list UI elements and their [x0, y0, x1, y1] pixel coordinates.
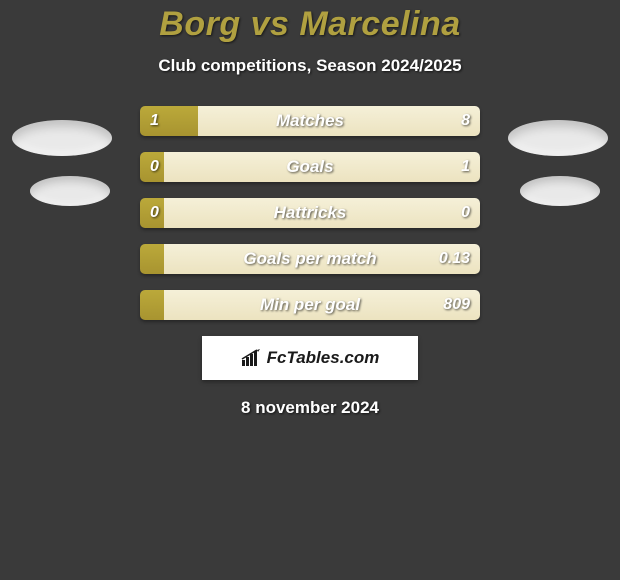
- stat-right-fill: [164, 152, 480, 182]
- bar-chart-icon: [241, 349, 263, 367]
- stat-right-fill: [164, 244, 480, 274]
- stat-left-fill: [140, 106, 198, 136]
- page-title: Borg vs Marcelina: [0, 5, 620, 44]
- brand-inner: FcTables.com: [241, 348, 380, 368]
- club-left-primary-logo: [12, 120, 112, 156]
- brand-text: FcTables.com: [267, 348, 380, 368]
- footer-date: 8 november 2024: [0, 398, 620, 418]
- stat-row-hattricks: 0 Hattricks 0: [140, 198, 480, 228]
- club-right-primary-logo: [508, 120, 608, 156]
- stat-row-min-per-goal: Min per goal 809: [140, 290, 480, 320]
- stat-row-matches: 1 Matches 8: [140, 106, 480, 136]
- stat-left-fill: [140, 244, 164, 274]
- stat-left-fill: [140, 198, 164, 228]
- club-left-secondary-logo: [30, 176, 110, 206]
- stats-area: 1 Matches 8 0 Goals 1 0 Hattricks 0 Goal…: [140, 106, 480, 320]
- club-right-secondary-logo: [520, 176, 600, 206]
- stat-row-goals: 0 Goals 1: [140, 152, 480, 182]
- stat-right-fill: [164, 290, 480, 320]
- stat-left-fill: [140, 290, 164, 320]
- stat-row-goals-per-match: Goals per match 0.13: [140, 244, 480, 274]
- stat-right-fill: [164, 198, 480, 228]
- page-subtitle: Club competitions, Season 2024/2025: [0, 56, 620, 76]
- stat-left-fill: [140, 152, 164, 182]
- comparison-widget: Borg vs Marcelina Club competitions, Sea…: [0, 0, 620, 580]
- stat-right-fill: [198, 106, 480, 136]
- brand-badge[interactable]: FcTables.com: [202, 336, 418, 380]
